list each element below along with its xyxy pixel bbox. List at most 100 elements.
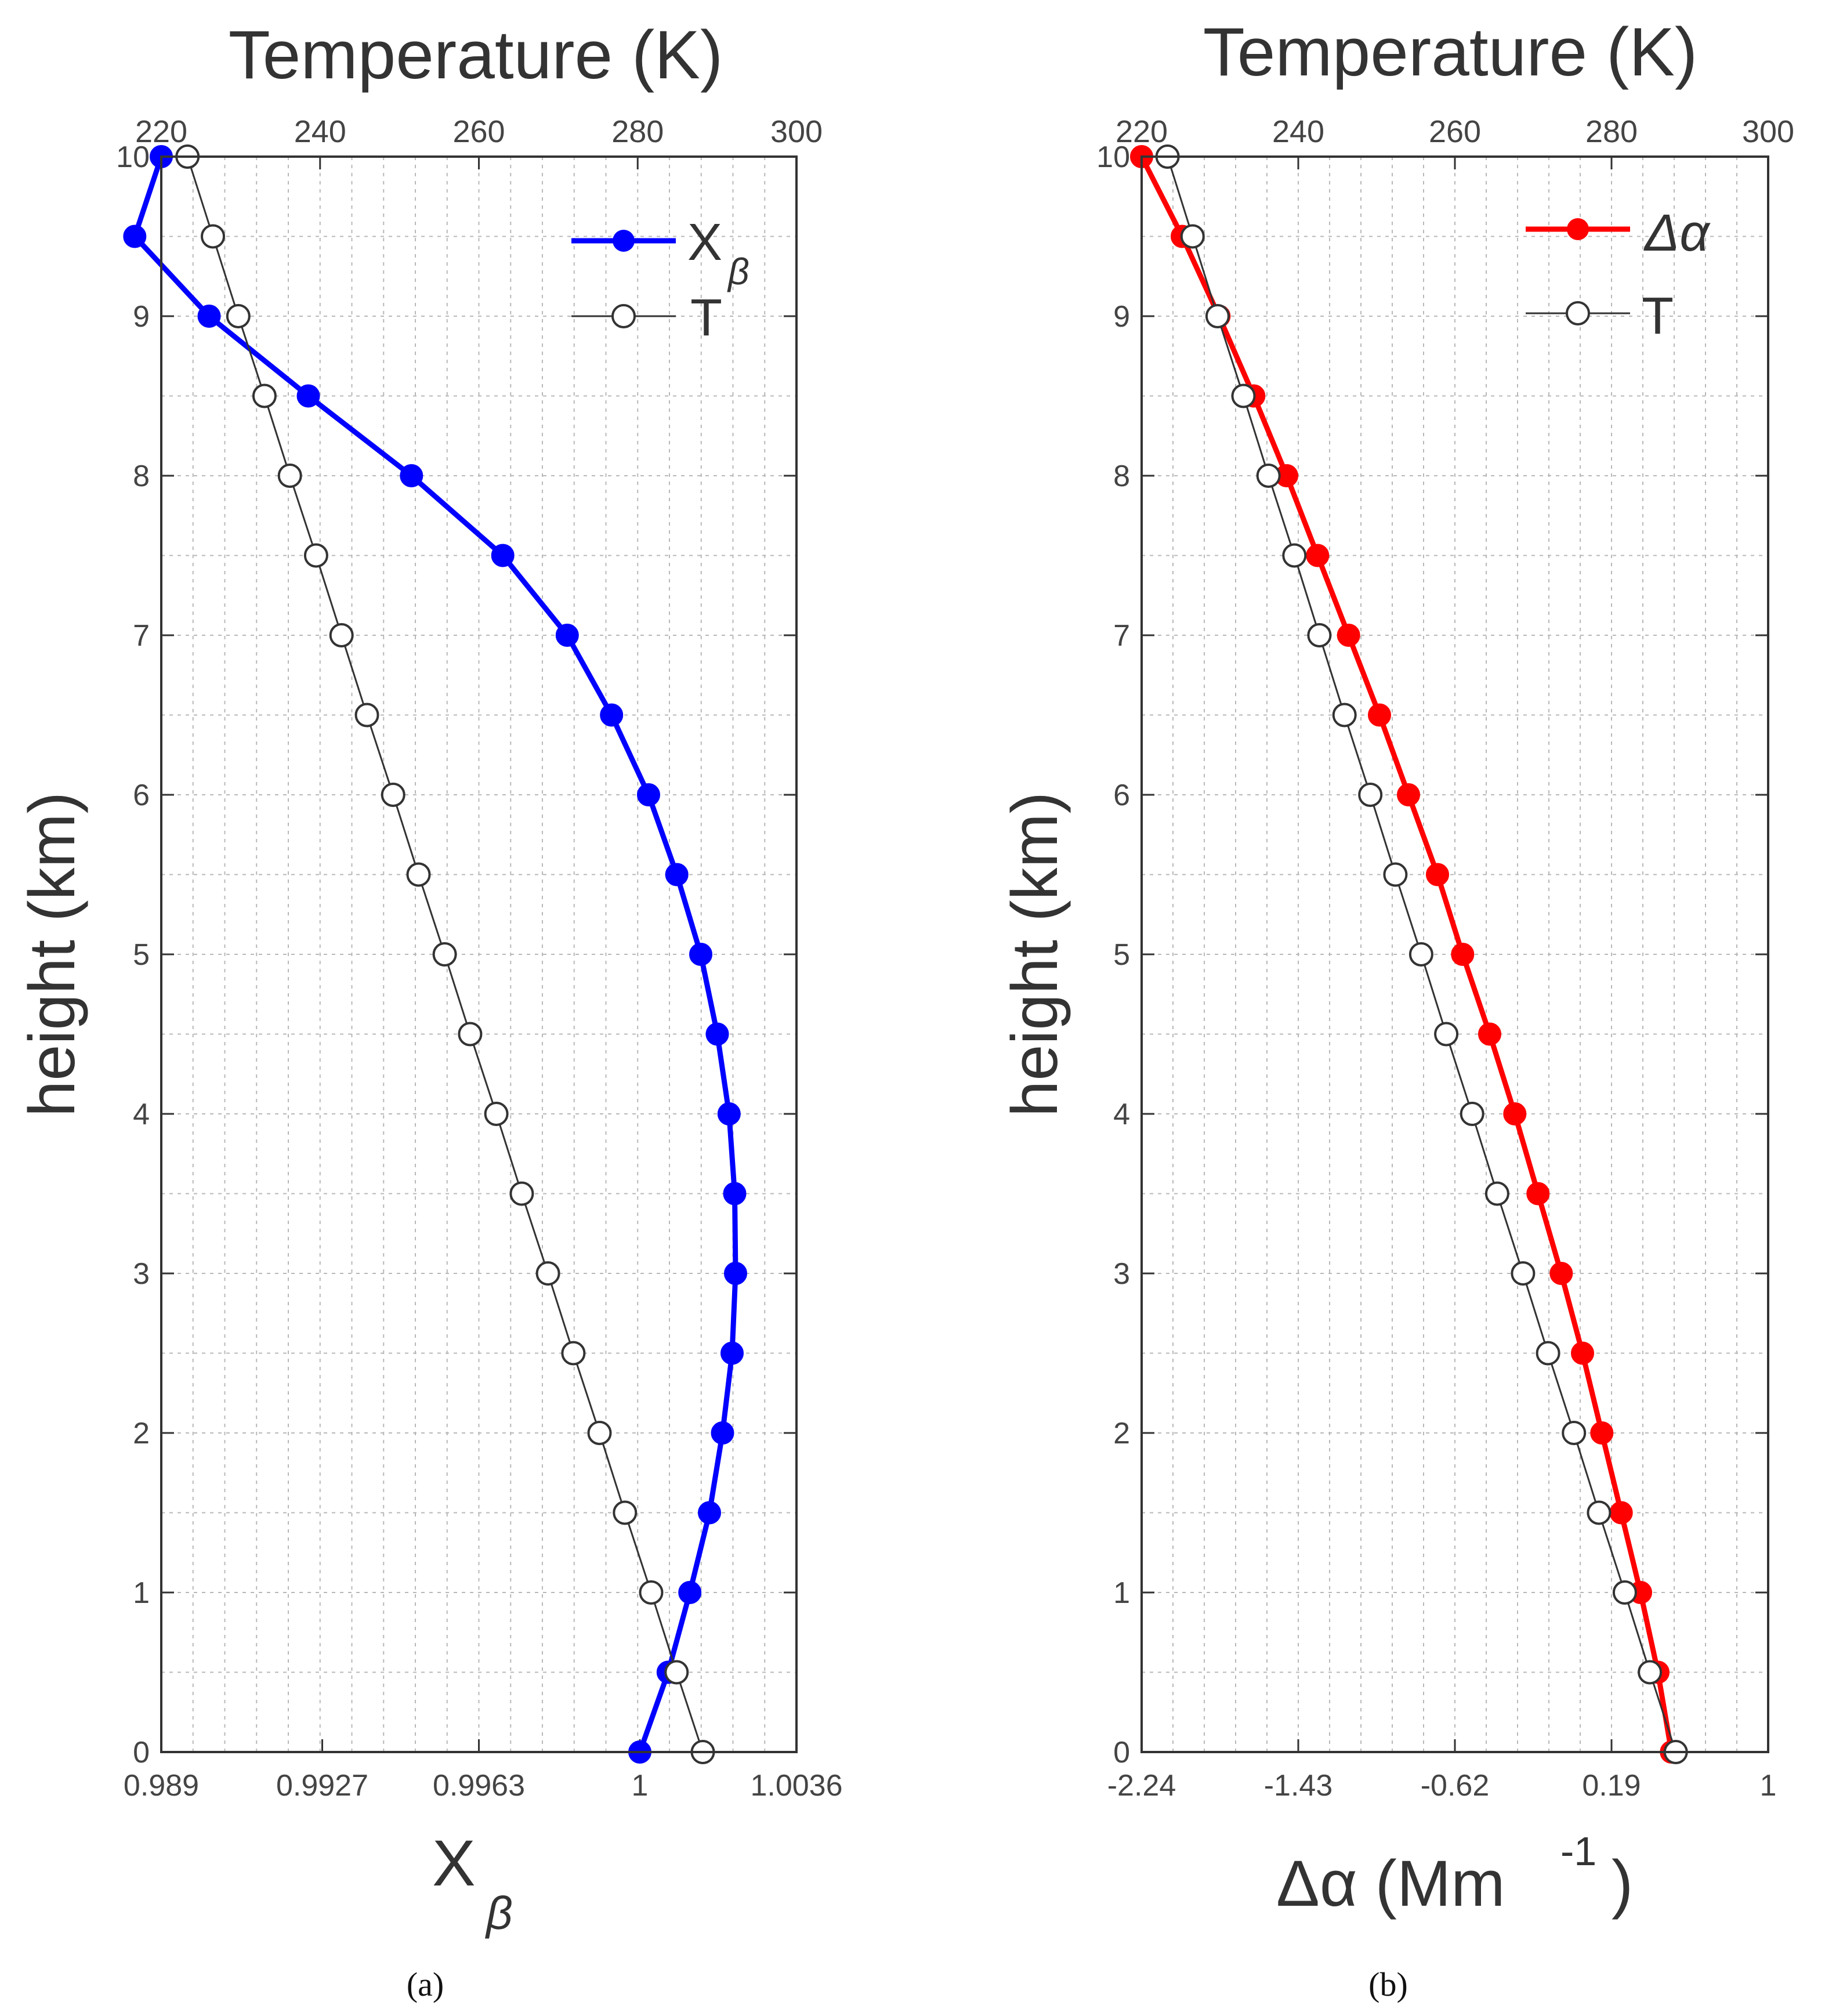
series--b-point (1526, 1182, 1550, 1206)
panel-b-legend-t-marker (1566, 301, 1590, 325)
panel-b-x-axis-title-end: ) (1612, 1847, 1633, 1920)
series-t-b-point (1460, 1102, 1484, 1126)
panel-b-ticks: 0 1 2 3 4 5 6 7 8 9 10 -2.24 -1.43 -0.62 0.19 1 220 240 26… (1096, 114, 1794, 1803)
series-t-a-point (329, 623, 354, 647)
y-tick-label: 3 (1113, 1257, 1130, 1291)
top-tick-label: 220 (1116, 114, 1168, 149)
panel-b-legend-dalpha-label: Δα (1643, 204, 1711, 262)
top-tick-label: 280 (1585, 114, 1638, 149)
series-t-b-point (1408, 942, 1433, 967)
y-tick-label: 10 (116, 140, 150, 174)
panel-a-legend: X β T (571, 213, 749, 347)
x-tick-label: 1 (632, 1769, 649, 1803)
series-t-a-point (509, 1181, 534, 1206)
series-x-a-point (123, 225, 147, 248)
y-tick-label: 10 (1096, 140, 1130, 174)
top-tick-label: 280 (611, 114, 664, 149)
panel-b: Temperature (K) 0 1 2 3 4 5 6 7 8 9 10 -2.24 -1.43 -0… (998, 14, 1794, 2003)
y-tick-label: 9 (1113, 300, 1130, 334)
series-x-a-point (698, 1501, 721, 1525)
series-t-a-point (381, 783, 405, 807)
series-t-a-point (458, 1022, 483, 1047)
panel-b-series (1130, 144, 1688, 1764)
y-tick-label: 9 (133, 300, 150, 334)
top-tick-label: 260 (452, 114, 505, 149)
series-t-b-point (1205, 304, 1230, 328)
series--b-point (1426, 863, 1449, 886)
series-x-a-point (711, 1421, 734, 1445)
top-tick-label: 240 (1272, 114, 1324, 149)
y-tick-label: 6 (133, 779, 150, 812)
panel-a-x-axis-title-sub: β (485, 1887, 513, 1939)
series-t-b-point (1282, 543, 1307, 568)
panel-b-y-axis-title: height (km) (998, 792, 1071, 1117)
series-t-a-point (613, 1500, 638, 1525)
series--b-point (1397, 783, 1420, 806)
panel-a-ticks: 0 1 2 3 4 5 6 7 8 9 10 0.989 0.9927 0.9963 1 1.0036 220 2… (116, 114, 842, 1803)
panel-a-y-axis-title: height (km) (16, 792, 88, 1117)
series--b-point (1368, 703, 1391, 727)
y-tick-label: 8 (1113, 459, 1130, 493)
panel-a-x-axis-title: X β (432, 1827, 513, 1939)
series-t-b-point (1332, 703, 1357, 728)
series-t-a-point (432, 942, 457, 967)
series-t-b-point (1587, 1500, 1612, 1525)
panel-a-caption: (a) (407, 1966, 444, 2003)
series-x-a-point (600, 703, 624, 727)
y-tick-label: 2 (133, 1417, 150, 1450)
series-x-a-point (724, 1262, 747, 1285)
x-tick-label: 0.9963 (433, 1769, 525, 1803)
panel-b-x-axis-title: Δα (Mm -1 ) (1276, 1829, 1633, 1920)
series-x-a-point (197, 305, 221, 328)
series-t-a-point (561, 1341, 586, 1366)
series-t-b-point (1612, 1580, 1637, 1605)
top-tick-label: 300 (1742, 114, 1794, 149)
series-t-b-point (1383, 862, 1408, 887)
series-t-b-point (1434, 1022, 1459, 1047)
series-t-b-point (1511, 1261, 1536, 1286)
series-x-a-point (400, 464, 423, 487)
panel-b-grid (1142, 157, 1768, 1752)
panel-a-x-axis-title-main: X (432, 1827, 476, 1899)
top-tick-label: 260 (1429, 114, 1481, 149)
series--b-point (1609, 1501, 1633, 1525)
y-tick-label: 4 (1113, 1098, 1130, 1131)
series-t-a-point (406, 862, 431, 887)
series-x-a-point (637, 783, 660, 806)
series-x-a-point (705, 1022, 729, 1046)
series-t-b-point (1256, 464, 1281, 488)
panel-b-top-axis-title: Temperature (K) (1203, 14, 1698, 91)
series-t-b-point (1358, 783, 1383, 807)
y-tick-label: 3 (133, 1257, 150, 1291)
series-t-a-point (303, 543, 328, 568)
panel-a-legend-xbeta-marker (613, 230, 635, 252)
panel-a-grid (161, 157, 796, 1752)
y-tick-label: 1 (1113, 1576, 1130, 1610)
y-tick-label: 0 (1113, 1736, 1130, 1769)
x-tick-label: 1 (1760, 1769, 1777, 1803)
y-tick-label: 1 (133, 1576, 150, 1610)
series-t-a-point (535, 1261, 560, 1286)
panel-a-series (123, 144, 747, 1764)
series-t-b-point (1307, 623, 1332, 647)
panel-a-top-axis-title: Temperature (K) (229, 17, 723, 93)
y-tick-label: 4 (133, 1098, 150, 1131)
top-tick-label: 220 (135, 114, 187, 149)
series-x-a-point (296, 384, 320, 408)
series--b-point (1451, 943, 1475, 966)
series-t-a-point (201, 224, 225, 249)
x-tick-label: 0.9927 (276, 1769, 368, 1803)
x-tick-label: 0.989 (124, 1769, 199, 1803)
series--b-point (1337, 624, 1360, 647)
series--b-point (1478, 1022, 1501, 1046)
series-t-b-point (1484, 1181, 1509, 1206)
panel-b-x-axis-title-main: Δα (Mm (1276, 1847, 1505, 1920)
x-tick-label: 0.19 (1582, 1769, 1641, 1803)
y-tick-label: 7 (133, 619, 150, 653)
series--b-point (1590, 1421, 1614, 1445)
series-t-a-point (354, 703, 379, 728)
y-tick-label: 7 (1113, 619, 1130, 653)
series-t-a-point (226, 304, 251, 328)
